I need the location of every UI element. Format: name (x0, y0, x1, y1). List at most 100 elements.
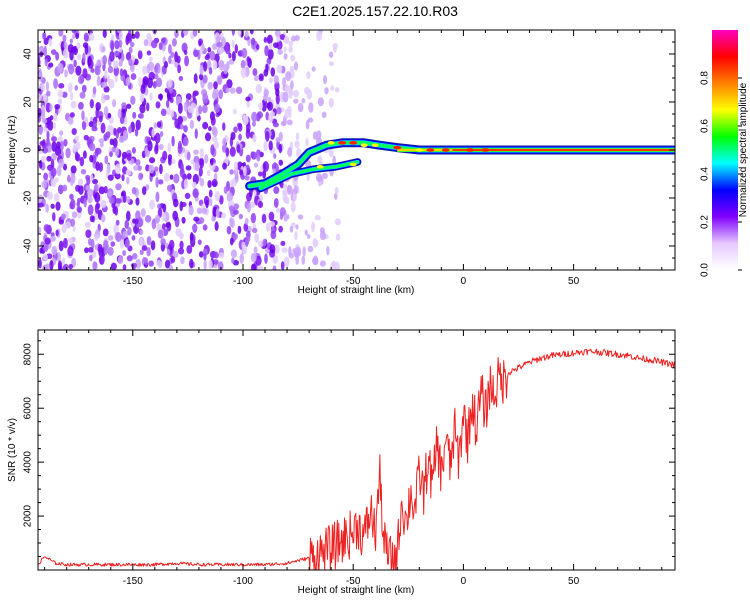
signal-peak (316, 165, 324, 169)
noise-speck (328, 61, 335, 67)
noise-speck (244, 30, 249, 38)
noise-speck (202, 93, 209, 104)
noise-speck (333, 192, 338, 200)
noise-speck (111, 202, 116, 209)
noise-speck (213, 252, 220, 259)
noise-speck (177, 143, 183, 154)
noise-speck (87, 247, 94, 253)
noise-speck (114, 146, 120, 157)
noise-speck (107, 112, 112, 119)
noise-speck (201, 207, 208, 215)
noise-speck (146, 50, 152, 56)
noise-speck (128, 46, 133, 54)
noise-speck (85, 185, 90, 191)
colorbar-label: Normalized spectral amplitude (738, 82, 749, 217)
noise-speck (92, 86, 97, 95)
noise-speck (177, 64, 182, 74)
noise-speck (69, 112, 75, 118)
noise-speck (294, 246, 302, 257)
noise-speck (193, 49, 199, 58)
noise-speck (229, 205, 235, 212)
noise-speck (240, 67, 247, 79)
noise-speck (63, 41, 68, 50)
noise-speck (233, 126, 238, 133)
noise-speck (126, 103, 132, 109)
noise-speck (273, 186, 280, 195)
noise-speck (149, 92, 153, 101)
noise-speck (141, 245, 148, 251)
noise-speck (58, 240, 64, 252)
noise-speck (48, 62, 54, 68)
noise-speck (179, 201, 184, 212)
noise-speck (44, 263, 50, 270)
noise-speck (246, 203, 252, 213)
noise-speck (317, 97, 324, 107)
snr-y-label: SNR (10 * v/v) (7, 418, 18, 482)
noise-speck (193, 73, 198, 84)
spectrogram-y-label: Frequency (Hz) (7, 116, 18, 185)
noise-speck (98, 115, 103, 123)
colorbar-tick-label: 0.4 (700, 167, 711, 181)
noise-speck (225, 47, 231, 55)
noise-speck (75, 153, 81, 162)
noise-speck (117, 126, 122, 134)
noise-speck (87, 238, 92, 246)
noise-speck (87, 196, 93, 204)
noise-speck (225, 87, 230, 93)
noise-speck (270, 230, 277, 240)
noise-speck (186, 244, 193, 254)
noise-speck (112, 137, 118, 148)
noise-speck (168, 239, 175, 250)
noise-speck (316, 30, 323, 42)
noise-speck (264, 253, 268, 264)
noise-speck (257, 171, 263, 177)
noise-speck (203, 259, 207, 270)
noise-speck (89, 215, 95, 223)
noise-speck (265, 130, 270, 142)
noise-speck (69, 38, 73, 44)
noise-speck (170, 51, 175, 58)
noise-speck (44, 58, 48, 67)
noise-speck (121, 174, 125, 182)
noise-speck (214, 103, 221, 113)
noise-speck (203, 61, 208, 72)
y-tick-label: 40 (23, 48, 34, 60)
noise-speck (126, 255, 133, 262)
noise-speck (68, 263, 74, 270)
y-tick-label: 20 (23, 96, 34, 108)
noise-speck (334, 87, 340, 93)
noise-speck (38, 258, 42, 269)
y-tick-label: -20 (23, 190, 34, 205)
y-tick-label: 2000 (23, 505, 34, 528)
noise-speck (158, 179, 164, 185)
noise-speck (160, 37, 166, 44)
noise-speck (252, 68, 258, 76)
noise-speck (168, 55, 172, 65)
noise-speck (70, 165, 77, 174)
noise-speck (209, 158, 214, 166)
noise-speck (210, 144, 215, 156)
noise-speck (253, 246, 258, 254)
noise-speck (101, 46, 106, 53)
noise-speck (126, 176, 130, 185)
noise-speck (176, 55, 181, 64)
noise-speck (115, 183, 122, 191)
noise-speck (268, 140, 273, 151)
noise-speck (230, 249, 237, 259)
noise-speck (156, 121, 162, 128)
noise-speck (228, 52, 232, 59)
noise-speck (275, 164, 280, 173)
noise-speck (92, 119, 97, 129)
noise-speck (163, 172, 170, 182)
noise-speck (282, 91, 289, 103)
spectrogram-panel: -150 -100 -50 0 50 -40 -20 0 20 40 Height of str… (7, 29, 676, 296)
noise-speck (275, 30, 281, 38)
x-tick-label: 0 (461, 576, 467, 587)
noise-speck (168, 85, 174, 94)
noise-speck (38, 226, 42, 234)
noise-speck (319, 260, 326, 267)
noise-speck (74, 84, 78, 91)
noise-speck (130, 95, 136, 105)
noise-speck (161, 212, 167, 222)
noise-speck (83, 197, 87, 208)
